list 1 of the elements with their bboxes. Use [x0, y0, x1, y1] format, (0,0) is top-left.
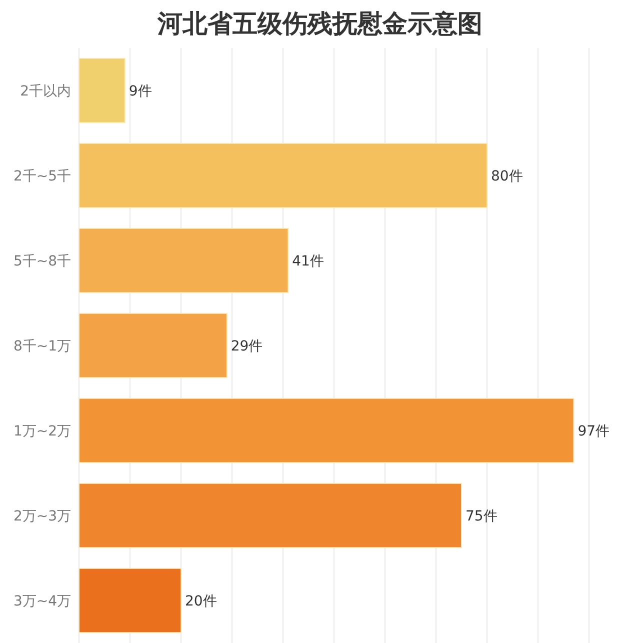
title: 河北省五级伤残抚慰金示意图 — [158, 11, 482, 38]
